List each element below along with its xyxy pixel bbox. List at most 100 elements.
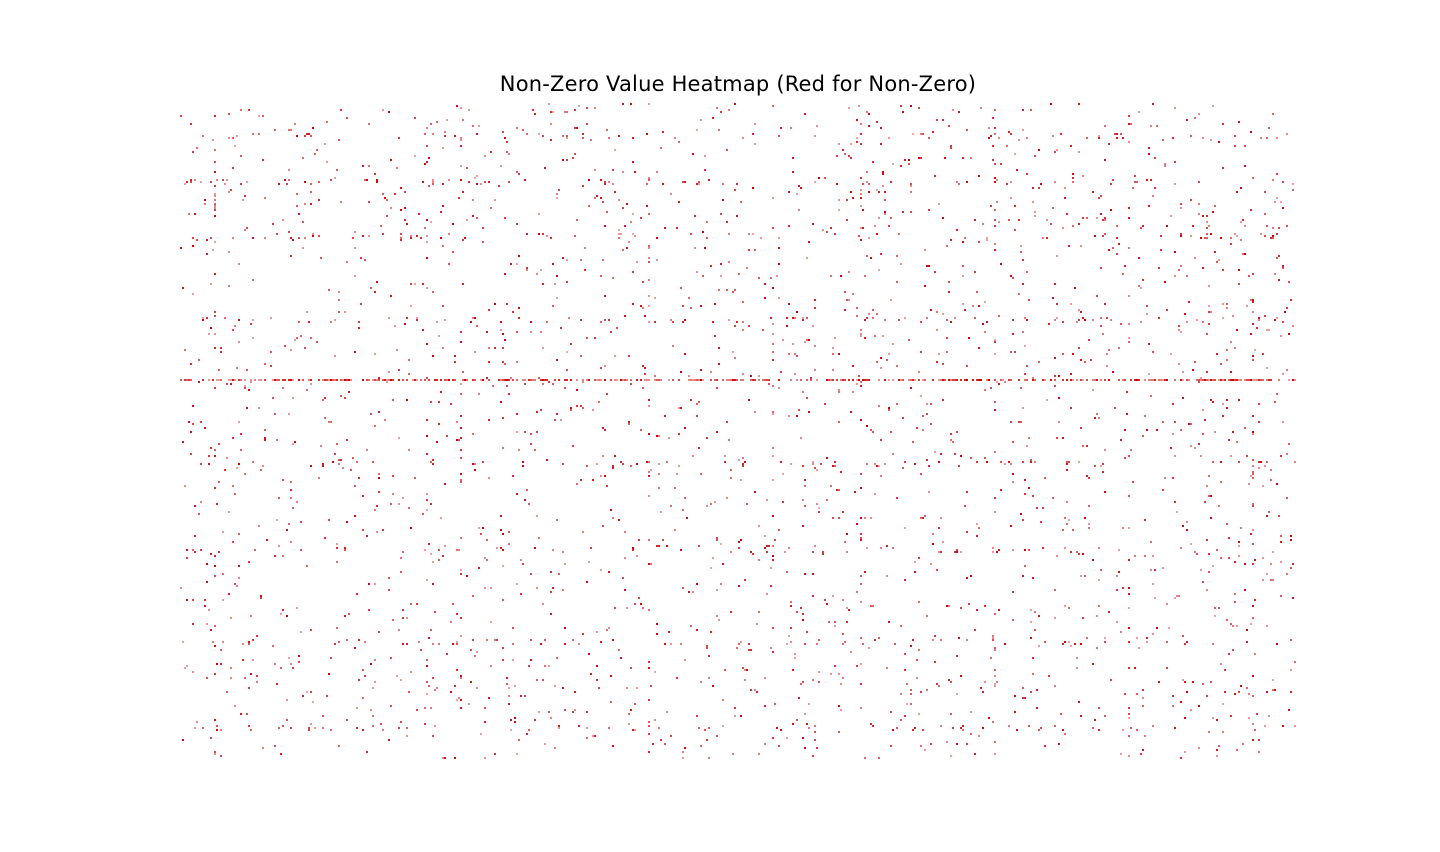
heatmap-cell	[1226, 407, 1228, 409]
heatmap-cell	[1154, 597, 1156, 599]
heatmap-cell	[460, 473, 462, 475]
heatmap-cell	[398, 437, 400, 439]
heatmap-cell	[406, 399, 408, 401]
heatmap-cell	[248, 109, 250, 111]
heatmap-cell	[846, 607, 848, 609]
heatmap-cell	[428, 685, 430, 687]
heatmap-cell	[1084, 575, 1086, 577]
heatmap-cell	[1212, 565, 1214, 567]
heatmap-cell	[658, 473, 660, 475]
heatmap-cell	[506, 303, 508, 305]
heatmap-cell	[402, 643, 404, 645]
heatmap-cell	[390, 705, 392, 707]
heatmap-cell	[1252, 301, 1254, 303]
heatmap-cell	[1294, 461, 1296, 463]
heatmap-cell	[1022, 687, 1024, 689]
heatmap-cell	[1020, 513, 1022, 515]
heatmap-cell	[228, 191, 230, 193]
heatmap-cell	[1252, 379, 1254, 381]
heatmap-cell	[938, 685, 940, 687]
heatmap-cell	[550, 139, 552, 141]
heatmap-cell	[904, 527, 906, 529]
heatmap-cell	[806, 723, 808, 725]
heatmap-cell	[750, 379, 752, 381]
heatmap-cell	[478, 567, 480, 569]
heatmap-cell	[846, 533, 848, 535]
heatmap-cell	[1056, 149, 1058, 151]
heatmap-cell	[190, 179, 192, 181]
heatmap-cell	[1264, 191, 1266, 193]
heatmap-cell	[1110, 679, 1112, 681]
heatmap-cell	[610, 509, 612, 511]
heatmap-cell	[966, 379, 968, 381]
heatmap-cell	[408, 373, 410, 375]
heatmap-cell	[698, 379, 700, 381]
heatmap-cell	[230, 617, 232, 619]
heatmap-cell	[502, 647, 504, 649]
heatmap-cell	[476, 687, 478, 689]
heatmap-cell	[708, 727, 710, 729]
heatmap-cell	[1054, 319, 1056, 321]
heatmap-cell	[204, 605, 206, 607]
heatmap-cell	[466, 379, 468, 381]
heatmap-cell	[554, 283, 556, 285]
heatmap-cell	[344, 379, 346, 381]
heatmap-cell	[232, 167, 234, 169]
heatmap-cell	[250, 381, 252, 383]
heatmap-cell	[1022, 461, 1024, 463]
heatmap-cell	[346, 117, 348, 119]
heatmap-cell	[728, 261, 730, 263]
heatmap-cell	[1058, 743, 1060, 745]
heatmap-cell	[1222, 317, 1224, 319]
heatmap-cell	[928, 137, 930, 139]
heatmap-cell	[584, 269, 586, 271]
heatmap-cell	[924, 749, 926, 751]
heatmap-cell	[424, 379, 426, 381]
heatmap-cell	[302, 157, 304, 159]
heatmap-cell	[216, 179, 218, 181]
heatmap-cell	[410, 305, 412, 307]
heatmap-cell	[206, 623, 208, 625]
heatmap-cell	[1028, 725, 1030, 727]
heatmap-cell	[712, 117, 714, 119]
heatmap-cell	[1278, 279, 1280, 281]
heatmap-cell	[302, 695, 304, 697]
heatmap-cell	[1234, 561, 1236, 563]
heatmap-cell	[554, 419, 556, 421]
heatmap-cell	[648, 321, 650, 323]
heatmap-cell	[414, 117, 416, 119]
heatmap-cell	[1252, 465, 1254, 467]
heatmap-cell	[1024, 317, 1026, 319]
heatmap-cell	[1178, 595, 1180, 597]
heatmap-cell	[340, 201, 342, 203]
heatmap-cell	[212, 249, 214, 251]
heatmap-cell	[1254, 349, 1256, 351]
heatmap-cell	[192, 671, 194, 673]
heatmap-cell	[876, 465, 878, 467]
heatmap-cell	[1022, 331, 1024, 333]
heatmap-cell	[1226, 359, 1228, 361]
heatmap-cell	[814, 545, 816, 547]
heatmap-cell	[684, 353, 686, 355]
heatmap-cell	[452, 643, 454, 645]
heatmap-cell	[388, 317, 390, 319]
heatmap-cell	[586, 337, 588, 339]
heatmap-cell	[354, 231, 356, 233]
heatmap-cell	[628, 241, 630, 243]
heatmap-cell	[734, 715, 736, 717]
heatmap-cell	[1128, 217, 1130, 219]
heatmap-cell	[502, 131, 504, 133]
heatmap-cell	[218, 379, 220, 381]
heatmap-cell	[304, 237, 306, 239]
heatmap-cell	[1012, 481, 1014, 483]
heatmap-cell	[1052, 135, 1054, 137]
heatmap-cell	[994, 753, 996, 755]
heatmap-cell	[826, 379, 828, 381]
heatmap-cell	[956, 379, 958, 381]
heatmap-cell	[1180, 233, 1182, 235]
heatmap-cell	[360, 257, 362, 259]
heatmap-cell	[668, 631, 670, 633]
heatmap-cell	[1252, 605, 1254, 607]
heatmap-cell	[916, 677, 918, 679]
heatmap-cell	[186, 379, 188, 381]
